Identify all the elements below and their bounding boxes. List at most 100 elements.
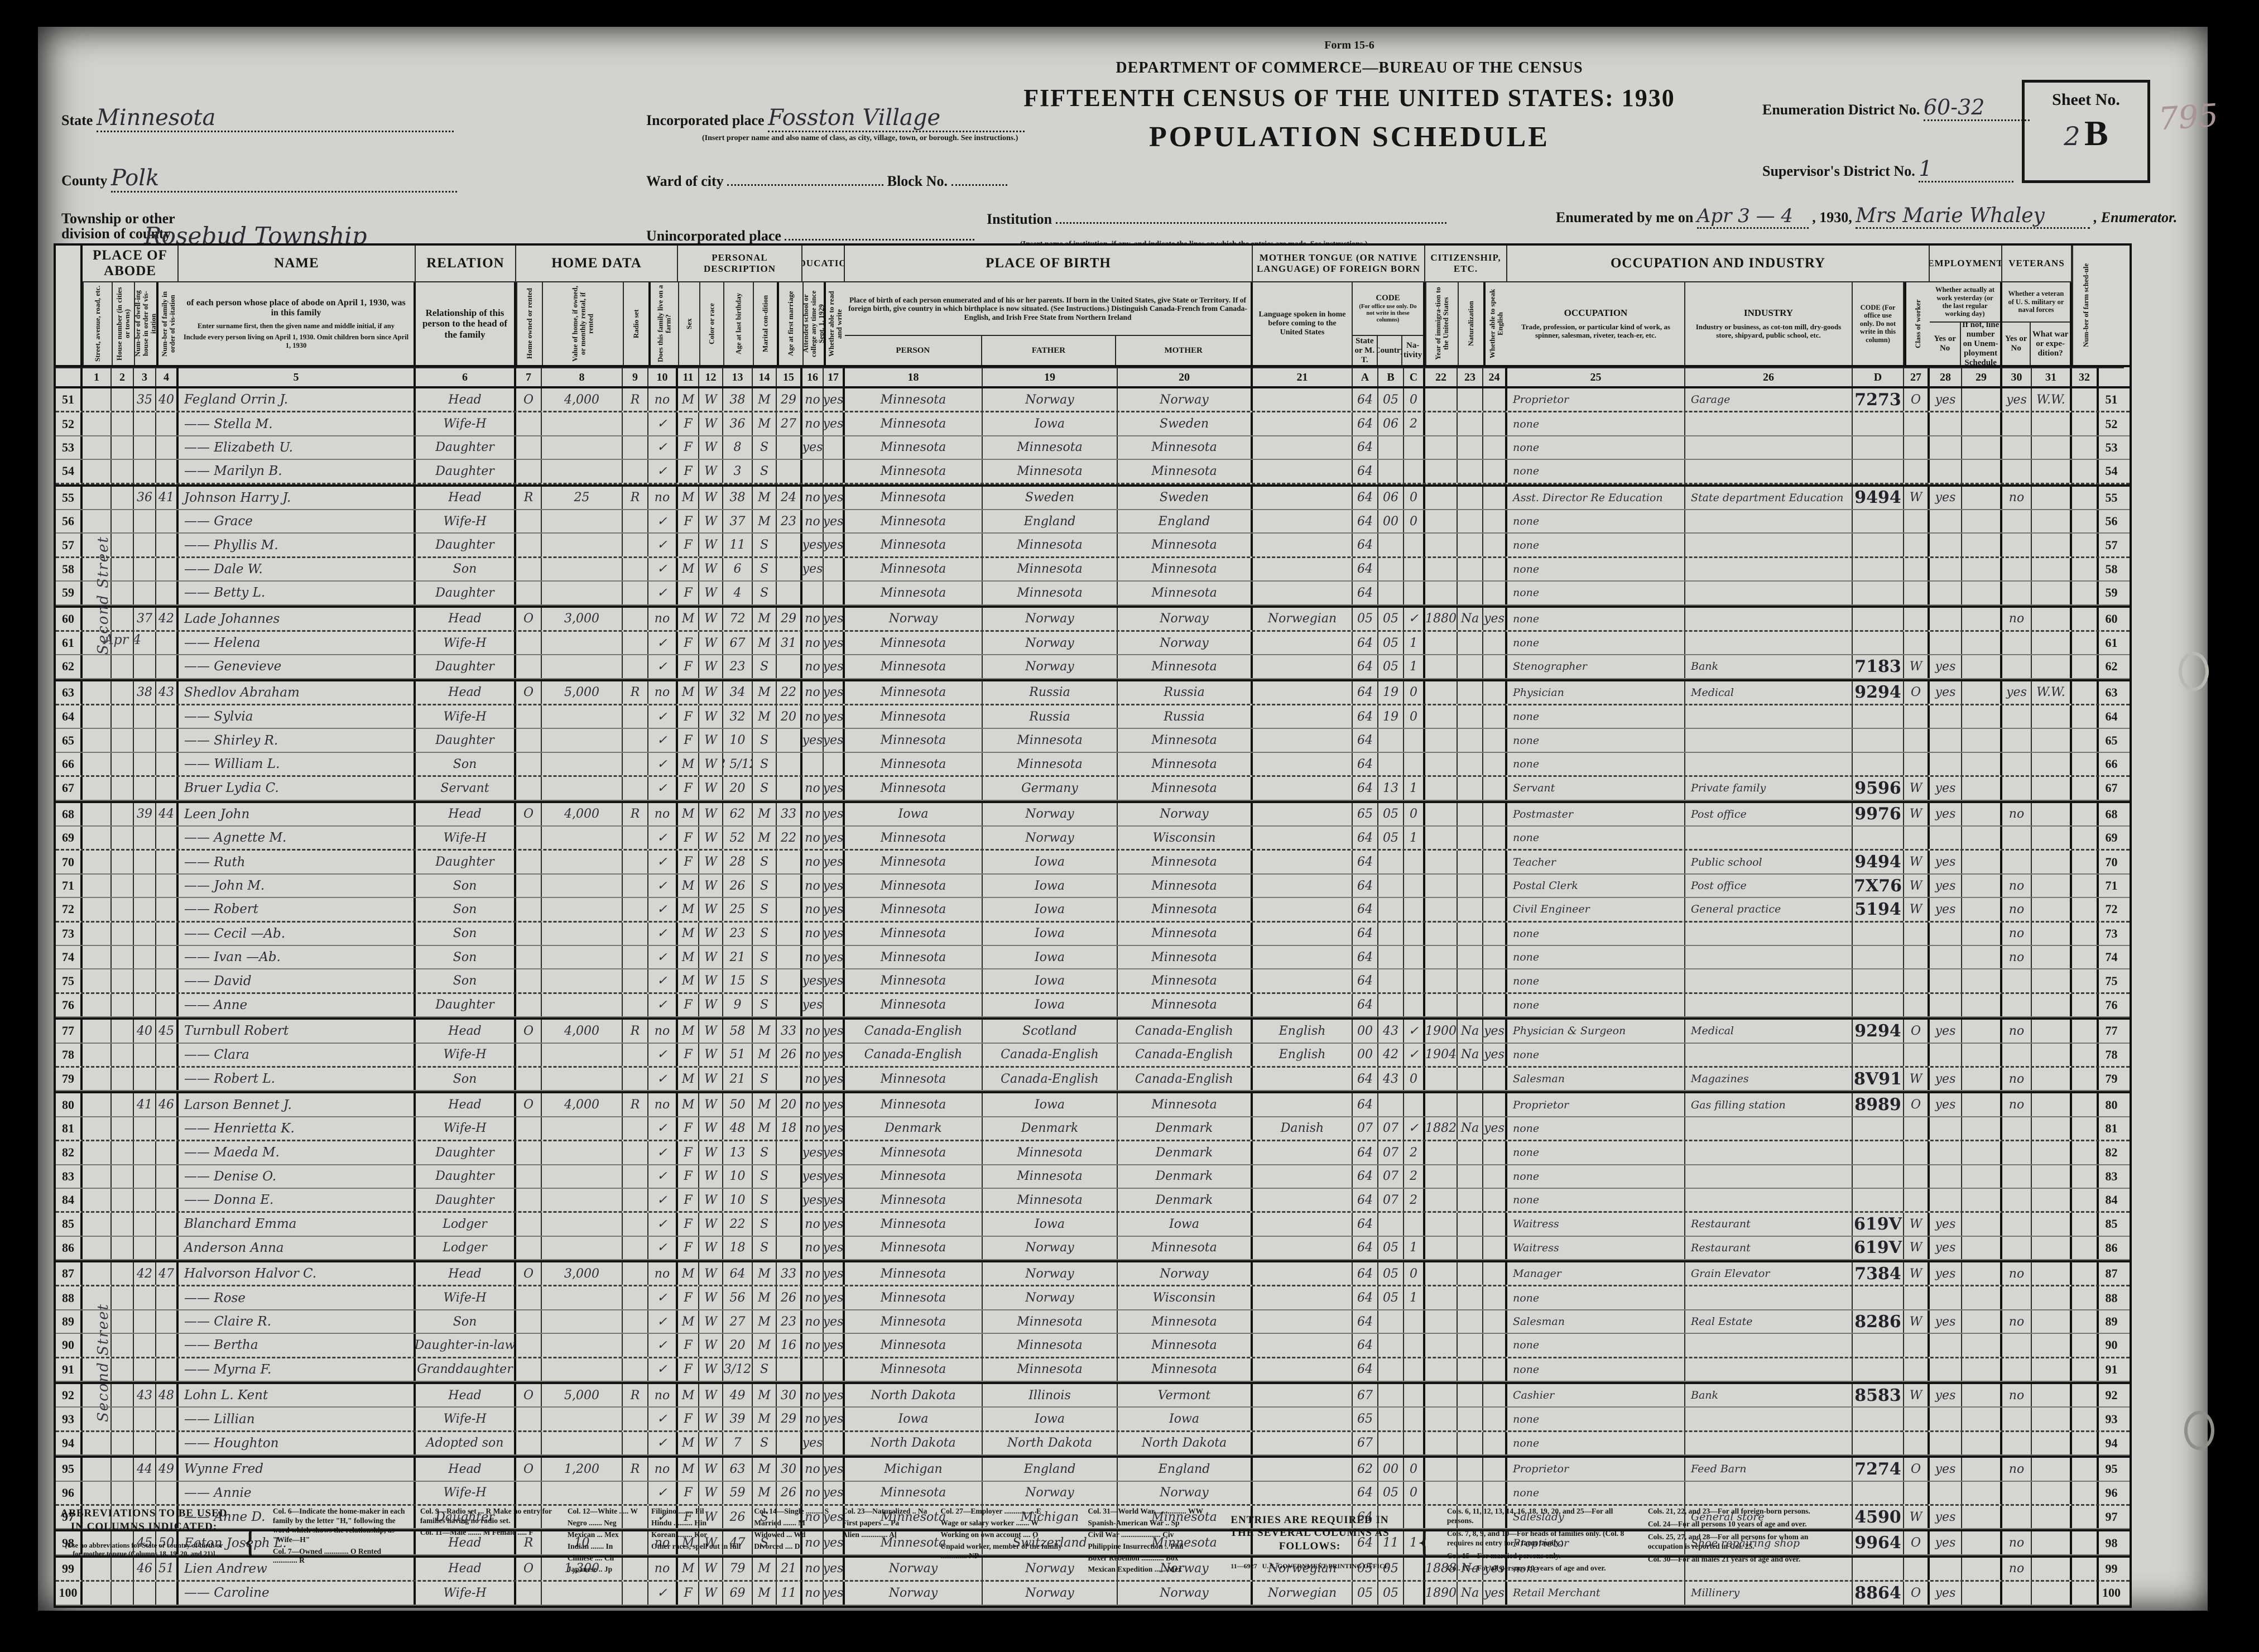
unincorporated-label: Unincorporated place bbox=[646, 228, 781, 244]
cell: Head bbox=[416, 388, 516, 411]
cell bbox=[2002, 1286, 2032, 1309]
column-number: 12 bbox=[699, 367, 723, 386]
cell: F bbox=[678, 1582, 699, 1605]
cell bbox=[824, 460, 845, 483]
cell: 5194 bbox=[1853, 898, 1904, 921]
cell bbox=[134, 412, 156, 435]
cell: yes bbox=[824, 1165, 845, 1188]
cell: W bbox=[699, 752, 723, 776]
unincorporated-field: Unincorporated place bbox=[646, 228, 975, 244]
cell bbox=[1962, 1531, 2002, 1554]
cell: Na bbox=[1458, 1582, 1483, 1605]
cell: no bbox=[2002, 945, 2032, 969]
cell bbox=[134, 1236, 156, 1260]
cell: F bbox=[678, 1043, 699, 1066]
cell bbox=[777, 922, 802, 945]
line-number: 92 bbox=[56, 1384, 83, 1407]
cell bbox=[542, 1236, 623, 1260]
cell bbox=[2002, 1188, 2032, 1212]
cell: no bbox=[802, 486, 824, 509]
col-19-header: FATHER bbox=[982, 336, 1117, 365]
cell bbox=[2032, 1432, 2072, 1455]
cell bbox=[2032, 1408, 2072, 1430]
cell: yes bbox=[1930, 1458, 1962, 1481]
cell: F bbox=[678, 1188, 699, 1212]
cell: W bbox=[699, 1020, 723, 1043]
cell bbox=[83, 1141, 112, 1164]
cell bbox=[1483, 945, 1507, 969]
cell: W bbox=[1904, 1067, 1930, 1091]
cell: none bbox=[1507, 1117, 1685, 1140]
cell bbox=[1904, 1432, 1930, 1455]
cell bbox=[83, 945, 112, 969]
table-row: 96 —— Annie Wife-H ✓ F W 59 M 26 no yes Minnesota No… bbox=[56, 1481, 2130, 1506]
cell: W bbox=[699, 1117, 723, 1140]
cell bbox=[777, 460, 802, 483]
column-number: 3 bbox=[134, 367, 156, 386]
cell: yes bbox=[1483, 1043, 1507, 1066]
cell: Salesman bbox=[1507, 1310, 1685, 1333]
cell: Denmark bbox=[845, 1117, 983, 1140]
cell bbox=[1253, 1358, 1353, 1381]
cell bbox=[112, 1043, 134, 1066]
cell bbox=[1685, 729, 1853, 752]
cell: no bbox=[2002, 486, 2032, 509]
cell bbox=[516, 922, 542, 945]
cell bbox=[112, 460, 134, 483]
cell bbox=[1853, 582, 1904, 604]
entries-rule: Col. 30—For all males 21 years of age an… bbox=[1647, 1554, 1801, 1563]
cell bbox=[83, 1408, 112, 1430]
group-name: NAME bbox=[179, 246, 416, 282]
cell: 20 bbox=[777, 705, 802, 728]
cell: —— Ruth bbox=[179, 851, 416, 873]
cell: O bbox=[1904, 1531, 1930, 1554]
cell: W bbox=[699, 827, 723, 849]
state-label: State bbox=[61, 112, 93, 128]
cell: 42 bbox=[134, 1262, 156, 1285]
cell bbox=[1904, 534, 1930, 556]
cell bbox=[2002, 1236, 2032, 1260]
cell: ✓ bbox=[1404, 1020, 1425, 1043]
cell: ✓ bbox=[648, 898, 678, 921]
cell bbox=[1685, 1286, 1853, 1309]
cell: 36 bbox=[723, 412, 753, 435]
cell bbox=[1853, 1188, 1904, 1212]
cell: yes bbox=[824, 874, 845, 897]
cell bbox=[1458, 1481, 1483, 1504]
line-number: 80 bbox=[56, 1093, 83, 1116]
cell bbox=[83, 582, 112, 604]
line-number: 82 bbox=[2099, 1141, 2124, 1164]
cell bbox=[542, 655, 623, 678]
cell: 37 bbox=[723, 510, 753, 533]
col-31-header: What war or expe-dition? bbox=[2032, 329, 2069, 358]
cell bbox=[1404, 752, 1425, 776]
column-number: 6 bbox=[416, 367, 516, 386]
cell: F bbox=[678, 655, 699, 678]
cell bbox=[2032, 945, 2072, 969]
cell: Wynne Fred bbox=[179, 1458, 416, 1481]
cell: 3,000 bbox=[542, 1262, 623, 1285]
cell: M bbox=[753, 681, 777, 704]
cell bbox=[112, 803, 134, 826]
sheet-value: 2 bbox=[2064, 121, 2080, 151]
cell: Norway bbox=[983, 1557, 1118, 1581]
cell: M bbox=[678, 1531, 699, 1554]
cell: 64 bbox=[1353, 1310, 1378, 1333]
cell bbox=[777, 851, 802, 873]
cell: F bbox=[678, 460, 699, 483]
cell bbox=[1378, 460, 1404, 483]
cell: 619V bbox=[1853, 1236, 1904, 1260]
cell bbox=[112, 1286, 134, 1309]
cell bbox=[156, 777, 179, 800]
cell: yes bbox=[1930, 898, 1962, 921]
cell bbox=[1404, 436, 1425, 459]
cell: Minnesota bbox=[983, 1165, 1118, 1188]
cell bbox=[2032, 1582, 2072, 1605]
cell bbox=[112, 898, 134, 921]
cell bbox=[2032, 803, 2072, 826]
cell: Michigan bbox=[845, 1458, 983, 1481]
cell: 25 bbox=[723, 898, 753, 921]
cell bbox=[2032, 851, 2072, 873]
cell: Minnesota bbox=[1118, 1358, 1253, 1381]
